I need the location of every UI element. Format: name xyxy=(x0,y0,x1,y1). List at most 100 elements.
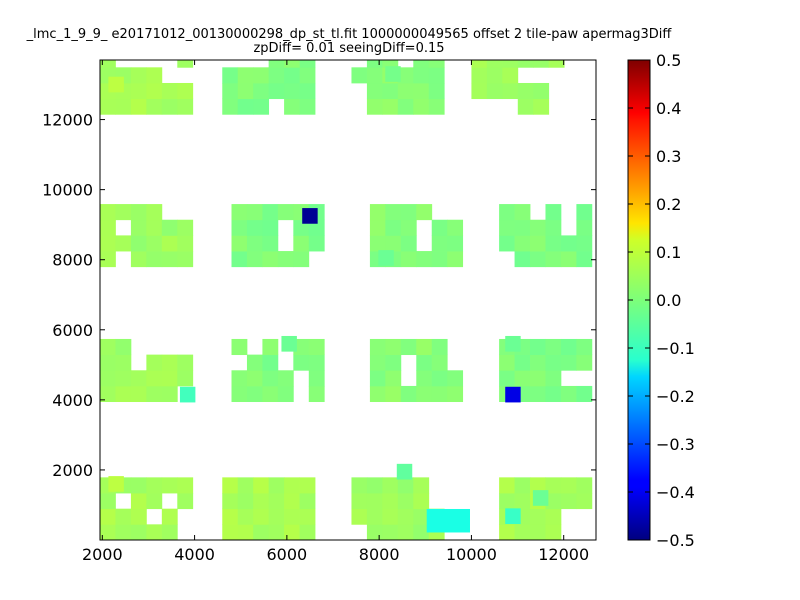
heatmap-cell xyxy=(576,219,593,236)
heatmap-cell xyxy=(514,204,531,221)
heatmap-cell xyxy=(385,204,402,221)
heatmap-cell xyxy=(177,370,194,387)
heatmap-cell xyxy=(385,354,402,371)
x-tick-label: 10000 xyxy=(446,545,497,564)
heatmap-cell xyxy=(262,354,279,371)
heatmap-cell xyxy=(400,235,417,252)
heatmap-cell xyxy=(115,385,132,403)
heatmap-cell xyxy=(369,219,386,236)
heatmap-cell xyxy=(231,235,248,252)
heatmap-cell xyxy=(161,98,178,115)
heatmap-cell xyxy=(545,338,562,356)
heatmap-cell xyxy=(222,493,239,510)
colorbar-tick-label: −0.5 xyxy=(656,531,695,550)
heatmap-cell xyxy=(246,385,263,403)
heatmap-cell xyxy=(400,204,417,221)
heatmap-cell xyxy=(530,477,546,494)
heatmap-cell xyxy=(293,338,310,356)
heatmap-cell xyxy=(231,338,248,356)
heatmap-cell xyxy=(416,204,433,221)
heatmap-cell xyxy=(146,493,163,510)
heatmap-cell xyxy=(369,204,386,221)
heatmap-cell xyxy=(146,354,163,371)
heatmap-cell xyxy=(369,354,386,371)
heatmap-cell xyxy=(253,67,270,84)
heatmap-cell xyxy=(351,477,368,494)
heatmap-cell xyxy=(382,98,399,115)
heatmap-cell xyxy=(413,60,430,68)
heatmap-cell xyxy=(416,370,433,387)
heatmap-cell xyxy=(366,98,383,115)
heatmap-cell xyxy=(447,219,464,236)
heatmap-cell xyxy=(366,60,383,68)
heatmap-cell xyxy=(514,354,531,371)
heatmap-cell xyxy=(576,251,593,268)
heatmap-cell xyxy=(514,235,531,252)
colorbar-tick-label: −0.1 xyxy=(656,339,695,358)
heatmap-cell xyxy=(431,251,448,268)
heatmap-cell xyxy=(576,338,593,356)
y-tick-label: 10000 xyxy=(42,181,93,200)
heatmap-cell xyxy=(308,385,325,403)
heatmap-cell xyxy=(262,385,279,403)
heatmap-cell xyxy=(161,385,178,403)
heatmap-cell-highlight xyxy=(532,490,549,506)
heatmap-cell xyxy=(400,219,417,236)
heatmap-cell xyxy=(369,235,386,252)
heatmap-cell xyxy=(222,82,239,100)
heatmap-cell xyxy=(499,219,515,236)
colorbar-tick-label: −0.2 xyxy=(656,387,695,406)
heatmap-cell xyxy=(177,98,194,115)
x-tick-label: 6000 xyxy=(267,545,308,564)
heatmap-cell xyxy=(262,251,279,268)
heatmap-cell xyxy=(545,219,562,236)
colorbar-tick-label: 0.4 xyxy=(656,99,681,118)
heatmap-cell xyxy=(115,235,132,252)
heatmap-cell xyxy=(400,338,417,356)
heatmap-cell xyxy=(268,60,285,68)
heatmap-cell xyxy=(397,98,414,115)
heatmap-cell xyxy=(514,524,531,540)
heatmap-cell xyxy=(533,98,550,115)
heatmap-cell xyxy=(100,219,116,236)
heatmap-cell xyxy=(177,219,194,236)
heatmap-cell xyxy=(397,508,414,525)
heatmap-cell-highlight xyxy=(505,508,521,525)
heatmap-cell xyxy=(502,67,519,84)
heatmap-cell xyxy=(382,82,399,100)
heatmap-cell xyxy=(576,385,593,403)
heatmap-cell xyxy=(177,477,194,494)
heatmap-cell xyxy=(416,354,433,371)
heatmap-cell xyxy=(268,524,285,540)
heatmap-cell xyxy=(447,251,464,268)
heatmap-cell xyxy=(299,60,316,68)
heatmap-cell xyxy=(545,251,562,268)
heatmap-cell xyxy=(222,98,239,115)
heatmap-cell xyxy=(502,82,519,100)
heatmap-cell xyxy=(146,477,163,494)
heatmap-cell xyxy=(366,493,383,510)
heatmap-cell xyxy=(413,67,430,84)
heatmap-cell xyxy=(308,354,325,371)
heatmap-cell xyxy=(284,67,300,84)
heatmap-cell xyxy=(499,524,515,540)
heatmap-cell xyxy=(253,477,270,494)
heatmap-cell xyxy=(447,385,464,403)
heatmap-cells xyxy=(100,60,593,540)
heatmap-cell xyxy=(366,67,383,84)
heatmap-cell xyxy=(576,354,593,371)
heatmap-cell xyxy=(431,338,448,356)
heatmap-cell xyxy=(369,370,386,387)
heatmap-cell xyxy=(100,385,116,403)
heatmap-cell xyxy=(382,60,399,68)
chart-title-line-2: zpDiff= 0.01 seeingDiff=0.15 xyxy=(253,41,444,56)
heatmap-cell xyxy=(530,219,546,236)
heatmap-cell-highlight xyxy=(505,335,521,352)
heatmap-cell xyxy=(222,477,239,494)
heatmap-cell xyxy=(130,67,147,84)
heatmap-cell xyxy=(530,370,546,387)
heatmap-cell xyxy=(351,67,368,84)
heatmap-cell xyxy=(253,82,270,100)
heatmap-cell xyxy=(246,204,263,221)
